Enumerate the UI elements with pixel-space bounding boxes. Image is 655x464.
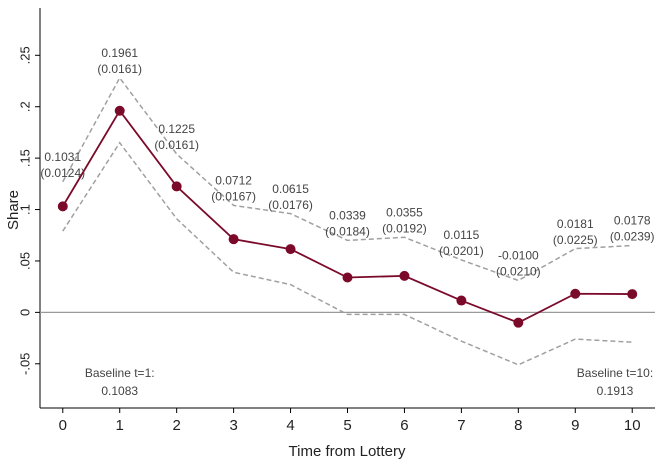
error-label: (0.0161)	[97, 62, 142, 76]
x-tick-label: 1	[116, 417, 124, 434]
x-tick-label: 10	[624, 417, 641, 434]
value-label: 0.1961	[101, 46, 138, 60]
point	[285, 244, 296, 255]
ci-line	[62, 141, 633, 366]
x-tick-label: 7	[457, 417, 465, 434]
value-label: -0.0100	[498, 249, 539, 263]
value-label: 0.1225	[158, 122, 195, 136]
annotation: Baseline t=1:	[85, 366, 155, 380]
point	[57, 201, 68, 212]
y-tick-label: .2	[17, 101, 32, 112]
value-label: 0.0355	[386, 205, 423, 219]
error-label: (0.0161)	[154, 138, 199, 152]
point	[342, 272, 353, 283]
annotation: Baseline t=10:	[577, 366, 653, 380]
y-tick-label: .1	[17, 204, 32, 215]
point	[228, 234, 239, 245]
x-tick-label: 5	[343, 417, 351, 434]
y-tick-label: .25	[17, 46, 32, 64]
ci-line	[62, 76, 633, 282]
x-tick-label: 2	[172, 417, 180, 434]
value-label: 0.0178	[614, 214, 651, 228]
annotation: 0.1083	[101, 384, 138, 398]
error-label: (0.0176)	[268, 198, 313, 212]
error-label: (0.0201)	[439, 244, 484, 258]
x-tick-label: 3	[229, 417, 237, 434]
point	[171, 181, 182, 192]
value-label: 0.0339	[329, 209, 366, 223]
x-axis-title: Time from Lottery	[289, 443, 406, 460]
value-label: 0.0181	[557, 217, 594, 231]
x-tick-label: 6	[400, 417, 408, 434]
y-tick-label: -.05	[17, 353, 32, 375]
error-label: (0.0192)	[382, 221, 427, 235]
point	[627, 289, 638, 300]
error-label: (0.0184)	[325, 225, 370, 239]
y-tick-label: 0	[17, 309, 32, 316]
point	[114, 105, 125, 116]
x-tick-label: 0	[59, 417, 67, 434]
point	[399, 270, 410, 281]
value-label: 0.1031	[44, 150, 81, 164]
error-label: (0.0225)	[553, 233, 598, 247]
point	[513, 317, 524, 328]
value-label: 0.0615	[272, 182, 309, 196]
x-tick-label: 4	[286, 417, 294, 434]
y-tick-label: .15	[17, 149, 32, 167]
y-axis-title: Share	[5, 190, 22, 230]
point	[456, 295, 467, 306]
point	[570, 288, 581, 299]
x-tick-label: 8	[514, 417, 522, 434]
error-label: (0.0167)	[211, 190, 256, 204]
error-label: (0.0210)	[496, 265, 541, 279]
error-label: (0.0124)	[40, 166, 85, 180]
value-label: 0.0115	[443, 228, 479, 242]
y-tick-label: .05	[17, 252, 32, 270]
value-label: 0.0712	[215, 174, 252, 188]
error-label: (0.0239)	[610, 230, 655, 244]
annotation: 0.1913	[597, 384, 634, 398]
x-tick-label: 9	[571, 417, 579, 434]
